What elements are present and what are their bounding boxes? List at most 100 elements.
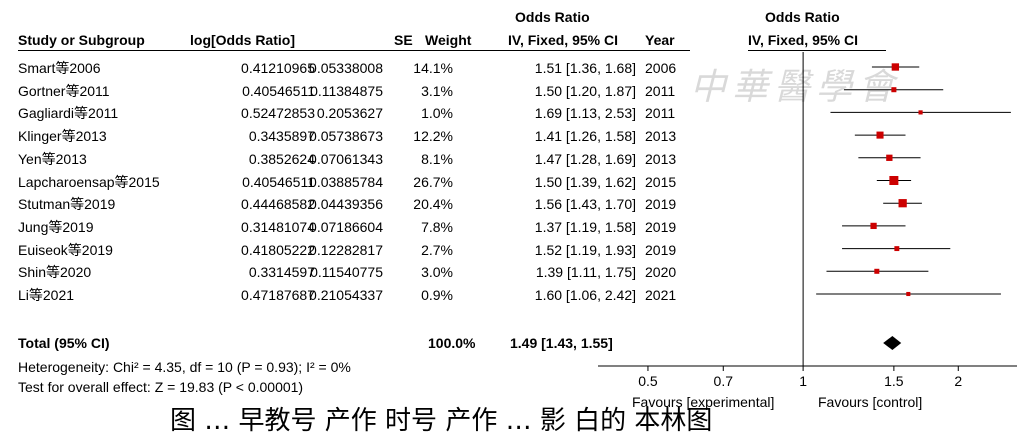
total-ci: 1.49 [1.43, 1.55] [510, 335, 613, 351]
ci-value: 1.37 [1.19, 1.58] [534, 218, 636, 235]
study-marker [918, 110, 923, 115]
table-row: Euiseok等2019 0.41805222 0.12282817 2.7% 1.52… [0, 239, 700, 261]
weight-value: 7.8% [421, 218, 453, 235]
table-row: Yen等2013 0.3852624 0.07061343 8.1% 1.47 [1.2… [0, 148, 700, 170]
se-value: 0.03885784 [309, 173, 383, 190]
x-tick-label: 0.5 [638, 373, 658, 389]
year-value: 2019 [645, 241, 677, 258]
study-name: Smart等2006 [18, 60, 101, 76]
year-value: 2019 [645, 196, 677, 213]
total-weight: 100.0% [428, 335, 476, 351]
table-row: Stutman等2019 0.44468582 0.04439356 20.4% 1.5… [0, 193, 700, 215]
study-name: Klinger等2013 [18, 128, 107, 145]
study-name: Stutman等2019 [18, 196, 116, 213]
study-marker [870, 222, 877, 230]
table-row: Lapcharoensap等2015 0.40546511 0.03885784 26… [0, 171, 700, 193]
study-marker [891, 63, 900, 71]
watermark-seal: 中華醫學會 [690, 67, 901, 108]
study-marker [889, 176, 899, 185]
x-tick-label: 2 [954, 373, 962, 389]
table-row: Gagliardi等2011 0.52472853 0.2053627 1.0% 1.6… [0, 102, 700, 124]
study-marker [876, 131, 884, 139]
year-value: 2013 [645, 150, 677, 167]
weight-value: 0.9% [421, 287, 453, 303]
weight-value: 8.1% [421, 150, 453, 167]
ci-value: 1.56 [1.43, 1.70] [534, 196, 636, 213]
x-tick-label: 0.7 [714, 373, 734, 389]
study-name: Jung等2019 [18, 218, 94, 235]
header-se: SE [394, 32, 413, 48]
study-marker [886, 154, 893, 161]
log-or-value: 0.52472853 [241, 105, 315, 122]
year-value: 2019 [645, 218, 677, 235]
log-or-value: 0.44468582 [241, 196, 315, 213]
figure-caption: 图 … 早教号 产作 时号 产作 … 影 白的 本林图 [170, 406, 713, 436]
weight-value: 3.1% [421, 82, 453, 99]
log-or-value: 0.40546511 [242, 173, 315, 190]
se-value: 0.21054337 [309, 287, 383, 303]
study-marker [874, 268, 880, 274]
header-ci-left: IV, Fixed, 95% CI [508, 32, 618, 48]
pooled-diamond [883, 336, 902, 350]
x-tick-label: 1.5 [884, 373, 904, 389]
se-value: 0.12282817 [309, 241, 383, 258]
study-name: Gortner等2011 [18, 82, 110, 99]
study-name: Euiseok等2019 [18, 241, 113, 258]
ci-value: 1.50 [1.20, 1.87] [534, 82, 636, 99]
study-name: Gagliardi等2011 [18, 105, 119, 122]
year-value: 2015 [645, 173, 677, 190]
log-or-value: 0.31481074 [241, 218, 315, 235]
table-row: Li等2021 0.47187687 0.21054337 0.9% 1.60 [1.0… [0, 284, 700, 306]
ci-value: 1.69 [1.13, 2.53] [534, 105, 636, 122]
weight-value: 1.0% [421, 105, 453, 122]
ci-value: 1.50 [1.39, 1.62] [534, 173, 636, 190]
study-marker [898, 199, 907, 208]
se-value: 0.11384875 [310, 82, 383, 99]
weight-value: 12.2% [413, 128, 453, 145]
study-marker [906, 291, 911, 297]
ci-value: 1.52 [1.19, 1.93] [534, 241, 636, 258]
year-value: 2021 [645, 287, 677, 303]
weight-value: 20.4% [413, 196, 453, 213]
log-or-value: 0.41805222 [241, 241, 315, 258]
se-value: 0.04439356 [309, 196, 383, 213]
table-row: Smart等2006 0.41210965 0.05338008 14.1% 1.51 … [0, 57, 700, 79]
se-value: 0.07061343 [309, 150, 383, 167]
header-weight: Weight [425, 32, 472, 48]
group-title-right: Odds Ratio [765, 9, 840, 25]
table-row: Jung等2019 0.31481074 0.07186604 7.8% 1.37 [1… [0, 216, 700, 238]
year-value: 2013 [645, 128, 677, 145]
favours-right-label: Favours [control] [818, 394, 923, 410]
ci-value: 1.39 [1.11, 1.75] [535, 264, 636, 281]
log-or-value: 0.40546511 [242, 82, 315, 99]
weight-value: 2.7% [421, 241, 453, 258]
header-study: Study or Subgroup [18, 32, 145, 48]
overall-effect-text: Test for overall effect: Z = 19.83 (P < … [18, 379, 304, 395]
study-name: Lapcharoensap等2015 [18, 173, 160, 190]
year-value: 2020 [645, 264, 677, 281]
log-or-value: 0.3852624 [248, 150, 315, 167]
se-value: 0.2053627 [316, 105, 383, 122]
year-value: 2006 [645, 60, 677, 76]
weight-value: 14.1% [413, 60, 453, 76]
weight-value: 3.0% [421, 264, 453, 281]
year-value: 2011 [645, 82, 676, 99]
year-value: 2011 [645, 105, 676, 122]
se-value: 0.11540775 [310, 264, 383, 281]
group-title-left: Odds Ratio [515, 9, 590, 25]
forest-plot: 0.5 0.7 1 1.5 2 [598, 52, 1017, 389]
favours-left-label: Favours [experimental] [632, 394, 775, 410]
log-or-value: 0.3314597 [248, 264, 315, 281]
total-label: Total (95% CI) [18, 335, 110, 351]
study-name: Li等2021 [18, 287, 75, 303]
study-name: Yen等2013 [18, 150, 87, 167]
table-row: Klinger等2013 0.3435897 0.05738673 12.2% 1.41… [0, 125, 700, 147]
ci-value: 1.51 [1.36, 1.68] [534, 60, 636, 76]
log-or-value: 0.47187687 [241, 287, 315, 303]
x-tick-label: 1 [799, 373, 807, 389]
log-or-value: 0.3435897 [248, 128, 315, 145]
ci-value: 1.47 [1.28, 1.69] [534, 150, 636, 167]
weight-value: 26.7% [413, 173, 453, 190]
header-rule-right [748, 50, 886, 51]
header-log-or: log[Odds Ratio] [190, 32, 295, 48]
